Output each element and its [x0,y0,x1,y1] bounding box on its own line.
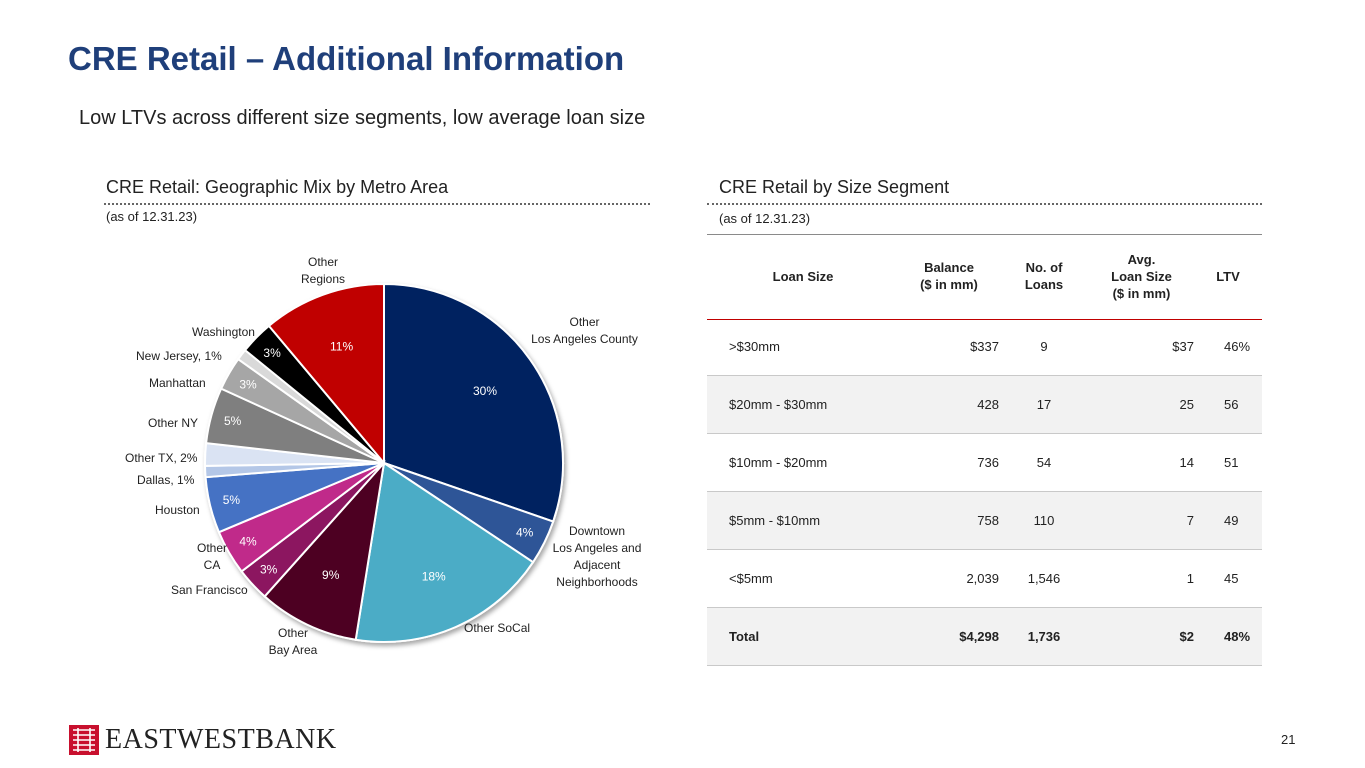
table-header-divider [707,319,1262,320]
pie-label-other-socal: Other SoCal [464,621,531,635]
table-row: $5mm - $10mm 758 110 7 49 [707,491,1262,550]
cell-total-label: Total [707,607,899,666]
cell-balance: 736 [899,433,999,492]
header-loan-size: Loan Size [772,268,834,284]
table-section-title: CRE Retail by Size Segment [719,177,950,197]
pie-label-downtown-la: Downtown Los Angeles and Adjacent Neighbor… [552,524,642,589]
pie-slice-other-regions [267,282,385,466]
cell-total-avg-loan-size: $2 [1089,607,1194,666]
page-subtitle: Low LTVs across different size segments,… [79,107,646,129]
pie-label-manhattan: Manhattan [149,376,206,390]
cell-ltv: 56 [1194,375,1262,434]
pie-pct-label: 18% [422,570,446,584]
cell-total-no-of-loans: 1,736 [999,607,1089,666]
pie-label-other-regions: Other Regions [300,255,346,286]
table-header-row: Loan Size Balance ($ in mm) No. of Loans A… [707,234,1262,318]
pie-pct-label: 5% [223,493,241,507]
pie-pct-label: 3% [263,346,281,360]
pie-slice-other-bay-area [263,459,386,641]
pie-pct-label: 9% [322,568,340,582]
pie-pct-label: 4% [239,535,257,549]
pie-label-washington: Washington [192,325,255,339]
cell-balance: $337 [899,318,999,376]
table-as-of: (as of 12.31.23) [719,211,811,226]
bank-logo-text: EASTWESTBANK [105,724,337,755]
cell-ltv: 49 [1194,491,1262,550]
pie-label-other-la-county: Other Los Angeles County [531,315,638,346]
cell-no-of-loans: 110 [999,491,1089,550]
header-ltv: LTV [1216,268,1240,284]
cell-avg-loan-size: 1 [1089,549,1194,608]
header-no-of-loans: No. of Loans [1024,260,1064,292]
page-title: CRE Retail – Additional Information [68,40,625,77]
cell-balance: 428 [899,375,999,434]
pie-label-new-jersey: New Jersey, 1% [136,349,222,363]
pie-section-divider [104,203,650,205]
cell-ltv: 46% [1194,318,1262,376]
cell-loan-size: $10mm - $20mm [707,433,899,492]
cell-total-balance: $4,298 [899,607,999,666]
cell-loan-size: $5mm - $10mm [707,491,899,550]
cell-no-of-loans: 9 [999,318,1089,376]
table-section-divider [707,203,1262,205]
pie-label-other-bay-area: Other Bay Area [268,626,318,657]
table-total-row: Total $4,298 1,736 $2 48% [707,607,1262,666]
pie-pct-label: 4% [516,526,534,540]
bank-logo-icon [69,725,99,755]
cell-avg-loan-size: 25 [1089,375,1194,434]
cell-no-of-loans: 17 [999,375,1089,434]
cell-no-of-loans: 1,546 [999,549,1089,608]
pie-pct-label: 11% [330,339,353,353]
east-west-bank-logo: EASTWESTBANK [69,724,337,756]
cell-loan-size: <$5mm [707,549,899,608]
pie-pct-label: 3% [260,563,278,577]
pie-label-houston: Houston [155,503,200,517]
cell-ltv: 45 [1194,549,1262,608]
cell-loan-size: $20mm - $30mm [707,375,899,434]
cell-avg-loan-size: $37 [1089,318,1194,376]
header-balance: Balance ($ in mm) [920,260,978,292]
pie-label-other-ca: Other CA [196,541,227,572]
pie-pct-label: 3% [239,378,257,392]
pie-slice-other-los-angeles-county [383,282,564,523]
cell-ltv: 51 [1194,433,1262,492]
pie-slice-other-socal [354,461,535,643]
cell-balance: 2,039 [899,549,999,608]
pie-label-other-ny: Other NY [148,416,199,430]
pie-as-of: (as of 12.31.23) [106,209,198,224]
pie-label-other-tx: Other TX, 2% [125,451,198,465]
table-row: $20mm - $30mm 428 17 25 56 [707,375,1262,434]
header-avg-loan-size: Avg. Loan Size ($ in mm) [1111,251,1172,301]
cell-no-of-loans: 54 [999,433,1089,492]
table-row: $10mm - $20mm 736 54 14 51 [707,433,1262,492]
pie-section-title: CRE Retail: Geographic Mix by Metro Area [106,177,449,197]
pie-pct-label: 30% [473,384,497,398]
size-segment-table: Loan Size Balance ($ in mm) No. of Loans A… [707,234,1262,666]
cell-total-ltv: 48% [1194,607,1262,666]
table-row: >$30mm $337 9 $37 46% [707,318,1262,376]
pie-label-dallas: Dallas, 1% [137,473,195,487]
cell-avg-loan-size: 14 [1089,433,1194,492]
cell-balance: 758 [899,491,999,550]
page-number: 21 [1281,732,1296,747]
table-top-border [707,234,1262,235]
pie-chart: 30%4%18%9%3%4%5%5%3%3% 11% [204,282,564,643]
cell-loan-size: >$30mm [707,318,899,376]
cell-avg-loan-size: 7 [1089,491,1194,550]
pie-pct-label: 5% [224,414,242,428]
table-row: <$5mm 2,039 1,546 1 45 [707,549,1262,608]
pie-label-san-francisco: San Francisco [171,583,248,597]
